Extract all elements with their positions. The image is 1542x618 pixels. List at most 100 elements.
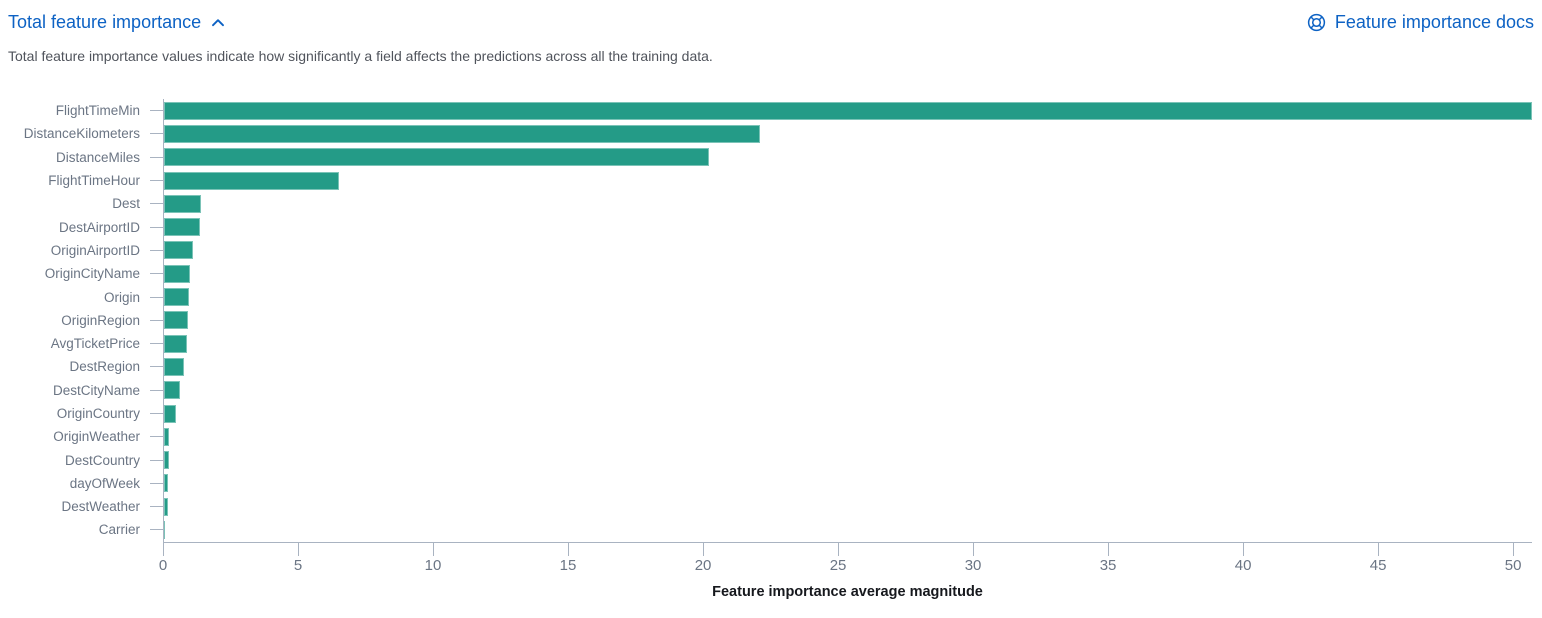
- x-axis-tick-label: 5: [293, 556, 303, 574]
- feature-importance-bar[interactable]: [164, 194, 201, 213]
- y-axis-label: OriginWeather: [53, 429, 140, 445]
- chart-row: Carrier: [0, 518, 1542, 542]
- chart-row: OriginAirportID: [0, 238, 1542, 263]
- feature-importance-bar[interactable]: [164, 357, 184, 376]
- y-axis-tick: [150, 203, 163, 205]
- y-axis-tick: [150, 180, 163, 182]
- chart-row: DestAirportID: [0, 215, 1542, 239]
- x-axis-tick: [973, 542, 975, 556]
- y-axis-label: OriginAirportID: [50, 242, 140, 258]
- chart-row: FlightTimeHour: [0, 168, 1542, 193]
- feature-importance-bar[interactable]: [164, 381, 180, 400]
- y-axis-tick: [150, 366, 163, 368]
- bar-band: [163, 378, 1532, 402]
- feature-importance-bar[interactable]: [164, 124, 761, 143]
- x-axis-title: Feature importance average magnitude: [712, 583, 983, 600]
- x-axis-tick-label: 0: [158, 556, 168, 574]
- chevron-up-icon: [210, 15, 226, 31]
- y-axis-label: FlightTimeMin: [55, 103, 140, 119]
- bar-band: [163, 401, 1532, 426]
- bar-band: [163, 285, 1532, 309]
- feature-importance-bar[interactable]: [164, 101, 1532, 120]
- feature-importance-bar[interactable]: [164, 241, 193, 260]
- bar-band: [163, 215, 1532, 239]
- feature-importance-bar[interactable]: [164, 264, 191, 283]
- bar-band: [163, 99, 1532, 123]
- bar-band: [163, 122, 1532, 146]
- chart-row: dayOfWeek: [0, 471, 1542, 496]
- y-axis-tick: [150, 156, 163, 158]
- x-axis-tick-label: 50: [1504, 556, 1522, 574]
- y-axis-tick: [150, 110, 163, 112]
- x-axis-tick-label: 40: [1234, 556, 1252, 574]
- bar-band: [163, 145, 1532, 169]
- x-axis-tick-label: 15: [559, 556, 577, 574]
- x-axis-tick: [838, 542, 840, 556]
- feature-importance-bar[interactable]: [164, 148, 710, 167]
- feature-importance-chart: FlightTimeMin DistanceKilometers DistanceM…: [0, 99, 1542, 600]
- feature-importance-bar[interactable]: [164, 404, 176, 423]
- plot-rows: FlightTimeMin DistanceKilometers DistanceM…: [0, 99, 1542, 542]
- chart-row: Origin: [0, 285, 1542, 309]
- bar-band: [163, 495, 1532, 519]
- y-axis-label: DistanceMiles: [55, 149, 140, 165]
- y-axis-label: DestCityName: [52, 382, 140, 398]
- feature-importance-docs-link[interactable]: Feature importance docs: [1306, 12, 1534, 33]
- chart-row: DistanceMiles: [0, 145, 1542, 169]
- chart-row: DestCountry: [0, 448, 1542, 472]
- y-axis-tick: [150, 506, 163, 508]
- y-axis-label: FlightTimeHour: [48, 173, 140, 189]
- y-axis-tick: [150, 343, 163, 345]
- feature-importance-bar[interactable]: [164, 451, 169, 470]
- feature-importance-bar[interactable]: [164, 334, 188, 353]
- feature-importance-bar[interactable]: [164, 171, 340, 190]
- x-axis-tick-label: 35: [1099, 556, 1117, 574]
- x-axis-tick: [163, 542, 164, 556]
- y-axis-label: DestAirportID: [58, 219, 140, 235]
- chart-row: DestRegion: [0, 355, 1542, 379]
- x-axis-tick: [1378, 542, 1380, 556]
- y-axis-label: DistanceKilometers: [23, 126, 140, 142]
- x-axis-tick-label: 30: [964, 556, 982, 574]
- x-axis-tick-label: 20: [694, 556, 712, 574]
- panel-title: Total feature importance: [8, 12, 202, 32]
- y-axis-label: dayOfWeek: [69, 475, 140, 491]
- feature-importance-bar[interactable]: [164, 218, 200, 237]
- docs-link-label: Feature importance docs: [1334, 12, 1534, 32]
- y-axis-label: Origin: [103, 289, 140, 305]
- bar-band: [163, 308, 1532, 332]
- feature-importance-bar[interactable]: [164, 474, 169, 493]
- feature-importance-bar[interactable]: [164, 497, 168, 516]
- x-axis-tick: [568, 542, 570, 556]
- chart-row: FlightTimeMin: [0, 99, 1542, 123]
- x-axis-tick: [1513, 542, 1515, 556]
- y-axis-label: Carrier: [98, 522, 140, 538]
- y-axis-tick: [150, 413, 163, 414]
- feature-importance-bar[interactable]: [164, 427, 170, 446]
- bar-band: [163, 471, 1532, 496]
- feature-importance-bar[interactable]: [164, 520, 166, 539]
- chart-row: DestCityName: [0, 378, 1542, 402]
- chart-row: OriginCountry: [0, 401, 1542, 426]
- total-feature-importance-accordion-toggle[interactable]: Total feature importance: [8, 12, 226, 33]
- y-axis-label: AvgTicketPrice: [50, 336, 140, 352]
- y-axis-tick: [150, 226, 163, 228]
- y-axis-tick: [150, 459, 163, 461]
- feature-importance-bar[interactable]: [164, 311, 188, 330]
- x-axis-tick: [1243, 542, 1245, 556]
- bar-band: [163, 448, 1532, 472]
- x-axis-tick: [703, 542, 705, 556]
- chart-row: AvgTicketPrice: [0, 331, 1542, 356]
- x-axis-tick: [433, 542, 435, 556]
- feature-importance-bar[interactable]: [164, 288, 190, 307]
- y-axis-label: OriginCountry: [56, 406, 140, 421]
- y-axis-label: DestRegion: [69, 359, 140, 375]
- y-axis-label: DestWeather: [61, 499, 140, 515]
- x-axis-tick-label: 25: [829, 556, 847, 574]
- bar-band: [163, 355, 1532, 379]
- bar-band: [163, 238, 1532, 263]
- y-axis-tick: [150, 296, 163, 298]
- y-axis-tick: [150, 529, 163, 531]
- chart-row: Dest: [0, 192, 1542, 216]
